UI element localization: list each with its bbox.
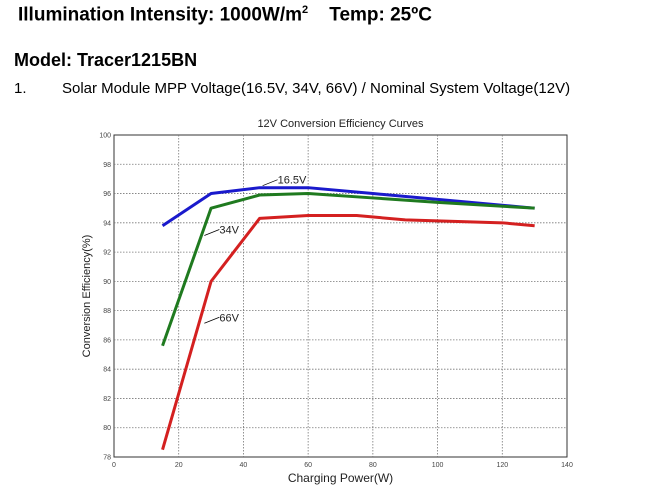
x-tick-label: 20 [175,462,183,469]
series-line-16.5V [161,186,535,227]
y-tick-label: 82 [103,396,111,403]
chart-title: 12V Conversion Efficiency Curves [257,118,424,130]
x-tick-label: 80 [369,462,377,469]
x-tick-label: 0 [112,462,116,469]
x-tick-label: 120 [496,462,508,469]
x-tick-label: 40 [240,462,248,469]
annotation-arrow [204,229,220,236]
y-tick-label: 98 [103,162,111,169]
x-axis-label: Charging Power(W) [288,471,393,485]
x-tick-label: 100 [432,462,444,469]
y-axis-label: Conversion Efficiency(%) [81,235,93,358]
y-tick-label: 90 [103,279,111,286]
y-tick-label: 84 [103,367,111,374]
annotation-arrow [262,179,278,187]
conditions-heading: Illumination Intensity: 1000W/m2 Temp: 2… [18,4,432,26]
annotation-label: 16.5V [278,175,307,187]
temp-label: Temp: 25ºC [329,4,432,26]
model-heading: Model: Tracer1215BN [14,50,198,70]
list-item: 1. Solar Module MPP Voltage(16.5V, 34V, 6… [14,80,570,97]
item-number: 1. [14,80,27,97]
plot-area [113,134,568,458]
y-tick-label: 78 [103,455,111,462]
illumination-sup: 2 [302,4,309,16]
series-line-34V [161,192,535,347]
item-text: Solar Module MPP Voltage(16.5V, 34V, 66V… [62,80,571,97]
y-tick-label: 92 [103,250,111,257]
y-tick-label: 96 [103,191,111,198]
y-tick-label: 94 [103,220,111,227]
x-tick-label: 60 [304,462,312,469]
y-tick-label: 100 [99,133,111,140]
annotation-label: 66V [219,312,239,324]
x-tick-label: 140 [561,462,573,469]
y-tick-label: 80 [103,425,111,432]
y-tick-label: 88 [103,308,111,315]
illumination-label: Illumination Intensity: 1000W/m [18,4,302,26]
y-tick-label: 86 [103,337,111,344]
annotation-arrow [204,316,220,324]
series-line-66V [161,214,535,451]
annotation-label: 34V [219,224,239,236]
